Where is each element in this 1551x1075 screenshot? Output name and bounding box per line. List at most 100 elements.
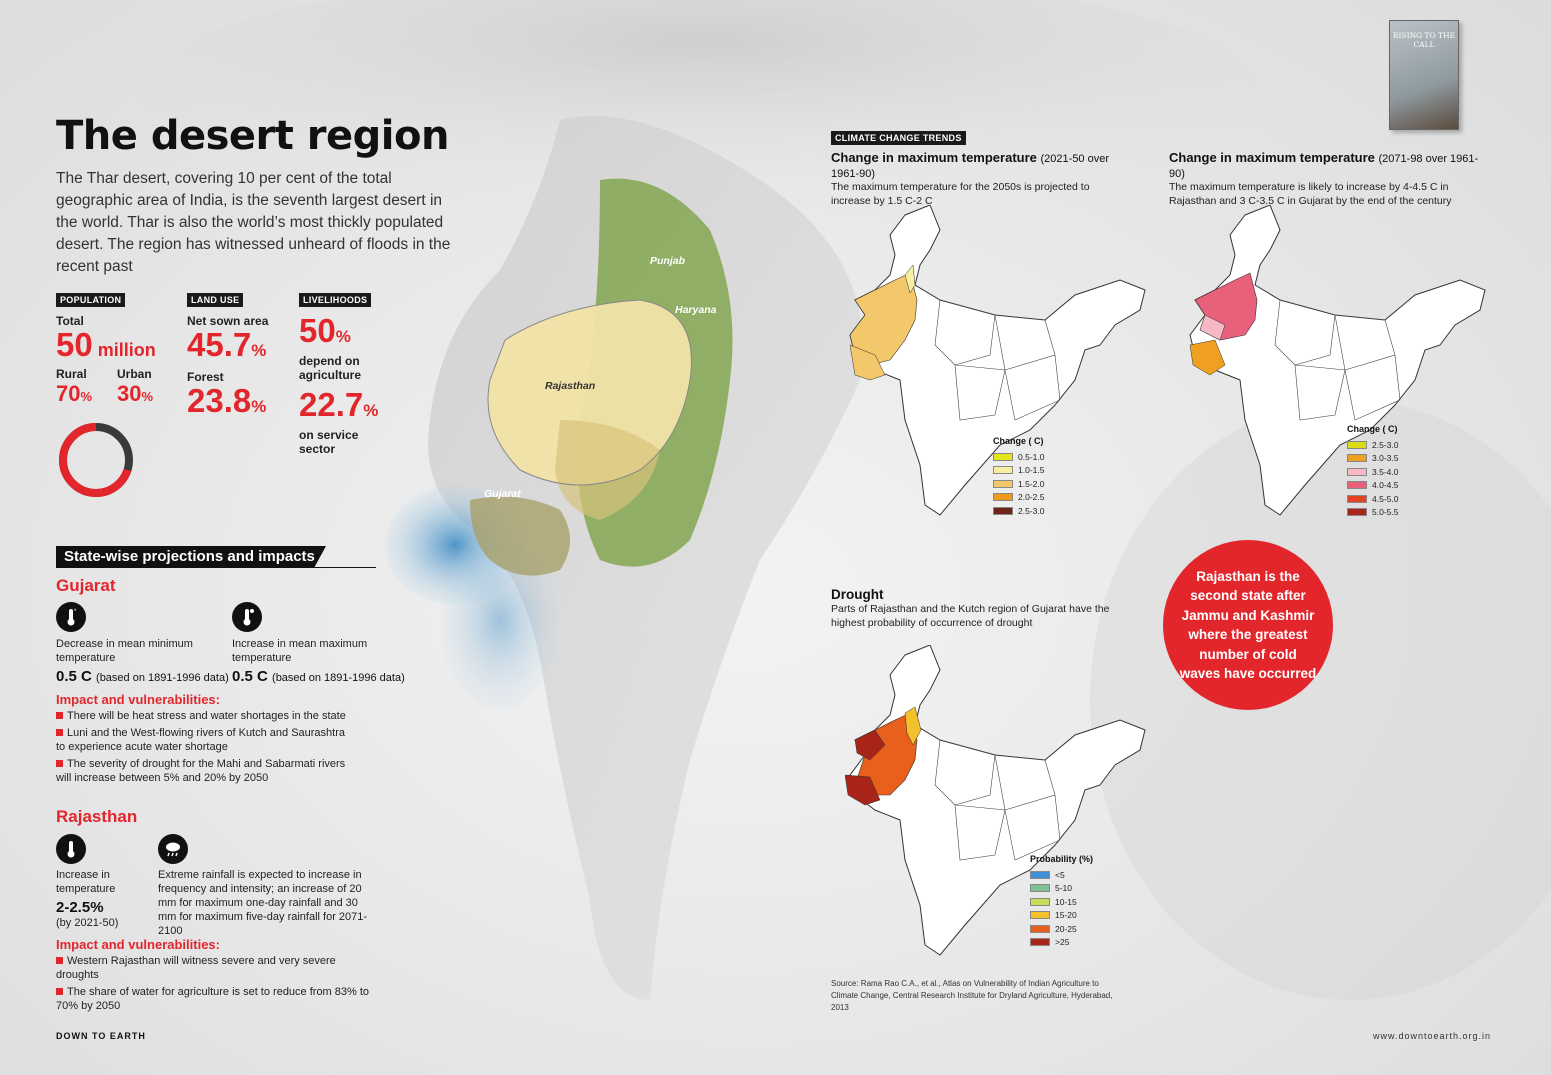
thermometer-snow-icon: * <box>56 602 86 632</box>
rajasthan-temp-note: (by 2021-50) <box>56 917 119 929</box>
map1-legend-label: 1.5-2.0 <box>1018 478 1045 489</box>
map2-legend-item: 4.0-4.5 <box>1347 479 1398 493</box>
urban-label: Urban <box>117 367 152 381</box>
map3-legend-swatch <box>1030 938 1050 947</box>
map2-legend-swatch <box>1347 440 1367 449</box>
map3-legend-swatch <box>1030 897 1050 906</box>
gujarat-min-value: 0.5 C (based on 1891-1996 data) <box>56 668 229 685</box>
projections-heading: State-wise projections and impacts <box>56 546 326 568</box>
map-label-haryana: Haryana <box>675 304 717 316</box>
gujarat-min-desc: Decrease in mean minimum temperature <box>56 638 193 664</box>
gujarat-impact-list: There will be heat stress and water shor… <box>56 709 356 785</box>
climate-tag: CLIMATE CHANGE TRENDS <box>831 128 966 146</box>
gujarat-impact-item: Luni and the West-flowing rivers of Kutc… <box>56 726 356 754</box>
map3-india-drought <box>845 645 1146 956</box>
land-use-tag: LAND USE <box>187 293 244 307</box>
map1-legend-swatch <box>993 493 1013 502</box>
rural-block: Rural 70% <box>56 367 92 407</box>
forest-label: Forest <box>187 370 224 384</box>
map2-legend-item: 2.5-3.0 <box>1347 438 1398 452</box>
map3-title: Drought <box>831 587 884 602</box>
gujarat-impact-heading: Impact and vulnerabilities: <box>56 692 220 707</box>
map3-legend-label: <5 <box>1055 869 1065 880</box>
gujarat-heading: Gujarat <box>56 576 116 595</box>
map3-legend-item: 15-20 <box>1030 909 1093 923</box>
net-sown-label: Net sown area <box>187 314 269 328</box>
gujarat-max-desc: Increase in mean maximum temperature <box>232 638 368 664</box>
population-total-label: Total <box>56 314 84 328</box>
map2-india-temperature <box>1189 205 1486 516</box>
map3-legend-swatch <box>1030 870 1050 879</box>
map1-legend: Change ( C) 0.5-1.0 1.0-1.5 1.5-2.0 2.0-2.5… <box>993 436 1045 516</box>
urban-block: Urban 30% <box>117 367 153 407</box>
map3-legend-swatch <box>1030 924 1050 933</box>
map1-legend-swatch <box>993 479 1013 488</box>
donut-rural-arc <box>59 423 133 497</box>
footer-brand: DOWN TO EARTH <box>56 1031 146 1041</box>
map1-desc: The maximum temperature for the 2050s is… <box>831 181 1090 207</box>
map1-legend-item: 2.0-2.5 <box>993 491 1044 505</box>
map3-legend-swatch <box>1030 884 1050 893</box>
map1-legend-label: 2.5-3.0 <box>1018 505 1045 516</box>
map2-legend-label: 3.5-4.0 <box>1372 466 1399 477</box>
map-label-gujarat: Gujarat <box>484 488 521 500</box>
rural-label: Rural <box>56 367 87 381</box>
map3-desc: Parts of Rajasthan and the Kutch region … <box>831 603 1110 629</box>
gujarat-max-value: 0.5 C (based on 1891-1996 data) <box>232 668 405 685</box>
net-sown-value: 45.7% <box>187 326 267 363</box>
map3-legend-item: 5-10 <box>1030 882 1093 896</box>
map3-legend-item: >25 <box>1030 936 1093 950</box>
projections-rule <box>56 567 376 568</box>
map2-title: Change in maximum temperature (2071-98 o… <box>1169 150 1479 180</box>
livelihoods-block: LIVELIHOODS 50% depend on agriculture 22… <box>299 290 399 456</box>
map2-legend-swatch <box>1347 467 1367 476</box>
map1-legend-swatch <box>993 506 1013 515</box>
map3-legend: Probability (%) <5 5-10 10-15 15-20 20-25 >25 <box>1030 854 1094 950</box>
rajasthan-temp-value: 2-2.5% <box>56 899 104 916</box>
urban-value: 30% <box>117 381 154 406</box>
map-label-punjab: Punjab <box>650 255 686 267</box>
population-tag: POPULATION <box>56 293 126 307</box>
map2-legend-label: 5.0-5.5 <box>1372 507 1399 518</box>
population-total: 50 million <box>56 326 156 363</box>
book-cover-image: RISING TO THE CALL <box>1389 20 1459 130</box>
service-value: 22.7% <box>299 386 379 423</box>
book-title: RISING TO THE CALL <box>1392 31 1456 49</box>
map-label-rajasthan: Rajasthan <box>545 380 596 392</box>
rural-value: 70% <box>56 381 93 406</box>
map1-legend-item: 1.0-1.5 <box>993 464 1044 478</box>
rajasthan-impact-item: Western Rajasthan will witness severe an… <box>56 954 371 982</box>
source-note: Source: Rama Rao C.A., et al., Atlas on … <box>831 979 1113 1012</box>
gujarat-impact-item: There will be heat stress and water shor… <box>56 709 356 723</box>
map1-legend-item: 1.5-2.0 <box>993 477 1044 491</box>
map2-legend-label: 4.5-5.0 <box>1372 493 1399 504</box>
population-block: POPULATION Total 50 million <box>56 290 176 367</box>
map2-legend-item: 3.5-4.0 <box>1347 465 1398 479</box>
map1-title: Change in maximum temperature (2021-50 o… <box>831 150 1110 180</box>
map3-legend-label: 15-20 <box>1055 910 1077 921</box>
rajasthan-rain-desc: Extreme rainfall is expected to increase… <box>158 869 368 937</box>
thermometer-sun-icon <box>232 602 262 632</box>
map2-legend-label: 3.0-3.5 <box>1372 453 1399 464</box>
livelihoods-tag: LIVELIHOODS <box>299 293 372 307</box>
map3-legend-label: 20-25 <box>1055 923 1077 934</box>
map1-legend-item: 0.5-1.0 <box>993 450 1044 464</box>
map2-legend-item: 3.0-3.5 <box>1347 452 1398 466</box>
map3-legend-swatch <box>1030 911 1050 920</box>
map2-legend-swatch <box>1347 454 1367 463</box>
map2-legend-item: 5.0-5.5 <box>1347 506 1398 520</box>
map1-india-temperature <box>849 205 1146 516</box>
map2-legend-swatch <box>1347 481 1367 490</box>
map3-legend-item: 10-15 <box>1030 895 1093 909</box>
map3-legend-label: 10-15 <box>1055 896 1077 907</box>
map2-desc: The maximum temperature is likely to inc… <box>1169 181 1452 207</box>
forest-value: 23.8% <box>187 382 267 419</box>
footer-url: www.downtoearth.org.in <box>1373 1031 1492 1041</box>
population-donut-chart <box>59 423 133 497</box>
map3-legend-item: 20-25 <box>1030 922 1093 936</box>
intro-text: The Thar desert, covering 10 per cent of… <box>56 170 451 275</box>
page-title: The desert region <box>56 113 449 159</box>
map2-legend: Change ( C) 2.5-3.0 3.0-3.5 3.5-4.0 4.0-4.5… <box>1347 424 1399 520</box>
land-use-block: LAND USE Net sown area 45.7% Forest 23.8… <box>187 290 297 424</box>
